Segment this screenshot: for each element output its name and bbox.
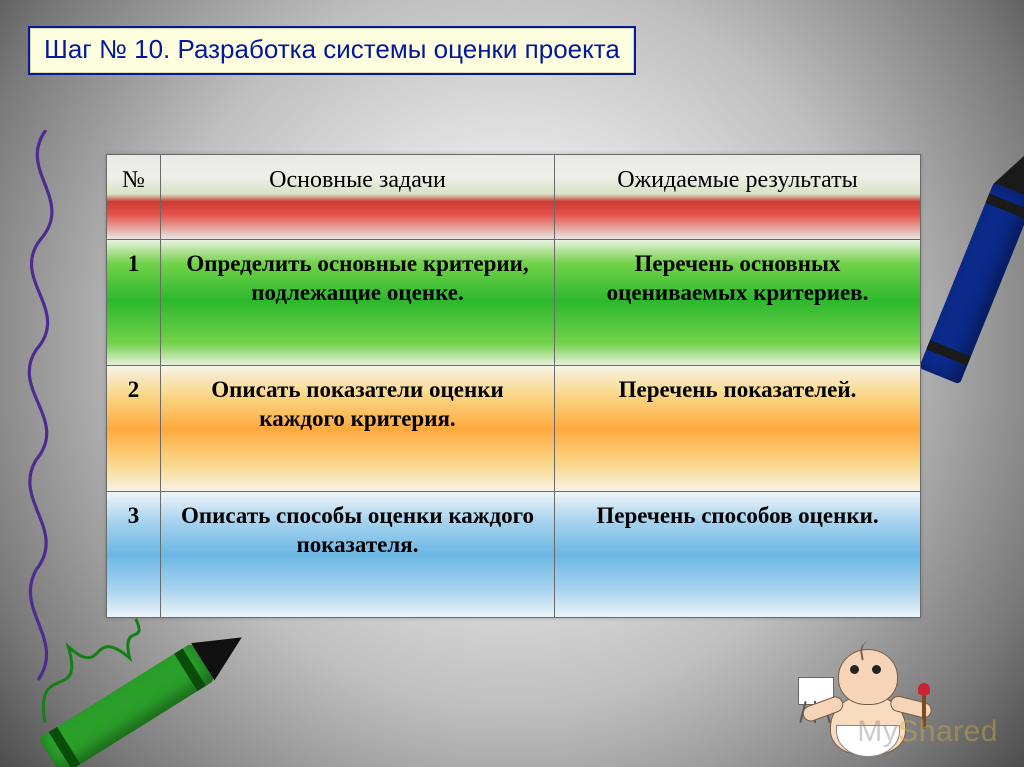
cell-task: Описать показатели оценки каждого критер…: [161, 366, 555, 492]
table-row: 2 Описать показатели оценки каждого крит…: [107, 366, 921, 492]
evaluation-table: № Основные задачи Ожидаемые результаты 1…: [106, 154, 921, 618]
cell-result: Перечень показателей.: [555, 366, 921, 492]
header-tasks: Основные задачи: [161, 155, 555, 240]
header-results: Ожидаемые результаты: [555, 155, 921, 240]
squiggle-decoration: [6, 130, 86, 690]
header-number: №: [107, 155, 161, 240]
slide: Шаг № 10. Разработка системы оценки прое…: [0, 0, 1024, 767]
cell-number: 1: [107, 240, 161, 366]
cell-result: Перечень основных оцениваемых критериев.: [555, 240, 921, 366]
cell-result: Перечень способов оценки.: [555, 492, 921, 618]
slide-title: Шаг № 10. Разработка системы оценки прое…: [28, 26, 636, 75]
table-row: 1 Определить основные критерии, подлежащ…: [107, 240, 921, 366]
watermark-accent: Shared: [898, 715, 998, 748]
cell-number: 2: [107, 366, 161, 492]
watermark-pre: My: [857, 715, 898, 748]
cell-task: Определить основные критерии, подлежащие…: [161, 240, 555, 366]
watermark: MyShared: [857, 715, 998, 749]
table-header-row: № Основные задачи Ожидаемые результаты: [107, 155, 921, 240]
